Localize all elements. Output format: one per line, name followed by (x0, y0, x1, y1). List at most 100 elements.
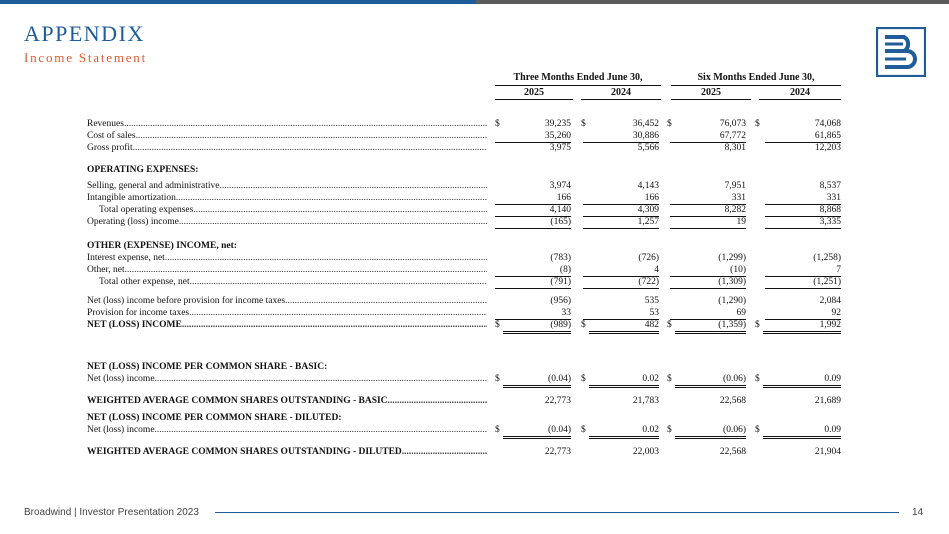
cell-value: 3,974 (549, 181, 571, 191)
row-label: Net (loss) income before provision for i… (87, 295, 487, 307)
row-label-text: Provision for income taxes (87, 308, 190, 318)
table-row: Provision for income taxes..............… (87, 307, 847, 320)
cell-value: 3,335 (765, 216, 841, 229)
cell-value: 0.09 (763, 373, 841, 388)
row-label: Total other expense, net................… (87, 276, 487, 288)
row-label: Provision for income taxes..............… (87, 307, 487, 319)
table-row: Net (loss) income.......................… (87, 424, 847, 439)
cell-value: (10) (670, 264, 746, 277)
top-accent-bar-blue (0, 0, 476, 4)
row-label: Operating (loss) income.................… (87, 216, 487, 228)
cell-value: 92 (765, 307, 841, 320)
cell-value: 331 (670, 192, 746, 205)
cell-value: 35,260 (495, 130, 571, 143)
cell-value: (0.06) (675, 373, 746, 388)
dollar-sign: $ (667, 119, 672, 129)
cell-value: (1,290) (718, 296, 746, 306)
cell-value: 0.02 (589, 373, 659, 388)
cell-value: 3,975 (549, 143, 571, 153)
year-header: 2025 (671, 87, 751, 100)
period-header-three-months: Three Months Ended June 30, (495, 72, 661, 86)
dollar-sign: $ (755, 374, 760, 384)
cell-value: 331 (765, 192, 841, 205)
cell-value: 22,568 (719, 396, 746, 406)
cell-value: 535 (644, 296, 659, 306)
table-row: Total other expense, net................… (87, 276, 847, 289)
cell-value: (0.04) (503, 424, 571, 439)
cell-value: 22,003 (632, 447, 659, 457)
cell-value: 30,886 (583, 130, 659, 143)
cell-value: (1,299) (718, 253, 746, 263)
dollar-sign: $ (581, 425, 586, 435)
leader-dots: ........................................… (132, 143, 487, 153)
cell-value: (1,359) (675, 319, 746, 334)
cell-value: 74,068 (814, 119, 841, 129)
dollar-sign: $ (581, 119, 586, 129)
row-label-text: Net (loss) income before provision for i… (87, 296, 286, 306)
dollar-sign: $ (581, 374, 586, 384)
row-label-text: Total other expense, net (99, 277, 190, 287)
year-header: 2024 (581, 87, 661, 100)
leader-dots: ........................................… (135, 131, 487, 141)
leader-dots: ........................................… (181, 320, 487, 330)
table-row: NET (LOSS) INCOME.......................… (87, 319, 847, 334)
leader-dots: ........................................… (387, 396, 487, 406)
cell-value: 166 (583, 192, 659, 205)
year-header: 2025 (495, 87, 573, 100)
cell-value: 39,235 (544, 119, 571, 129)
cell-value: 4 (583, 264, 659, 277)
cell-value: (726) (638, 253, 659, 263)
leader-dots: ........................................… (123, 119, 487, 129)
cell-value: (722) (583, 276, 659, 289)
cell-value: 1,257 (583, 216, 659, 229)
cell-value: 22,568 (719, 447, 746, 457)
row-label-text: Other, net (87, 265, 125, 275)
dollar-sign: $ (495, 425, 500, 435)
section-heading: OPERATING EXPENSES: (87, 164, 847, 176)
leader-dots: ........................................… (285, 296, 487, 306)
row-label-text: Interest expense, net (87, 253, 165, 263)
table-row: WEIGHTED AVERAGE COMMON SHARES OUTSTANDI… (87, 446, 847, 458)
cell-value: 7,951 (724, 181, 746, 191)
page-number: 14 (912, 507, 924, 518)
cell-value: 22,773 (544, 447, 571, 457)
cell-value: 61,865 (765, 130, 841, 143)
cell-value: 53 (583, 307, 659, 320)
table-row: Gross profit............................… (87, 142, 847, 154)
cell-value: 67,772 (670, 130, 746, 143)
row-label: Total operating expenses................… (87, 204, 487, 216)
row-label: WEIGHTED AVERAGE COMMON SHARES OUTSTANDI… (87, 446, 487, 458)
leader-dots: ........................................… (154, 374, 487, 384)
row-label-text: Revenues (87, 119, 124, 129)
section-heading: OTHER (EXPENSE) INCOME, net: (87, 240, 847, 252)
section-label: OTHER (EXPENSE) INCOME, net: (87, 241, 237, 251)
dollar-sign: $ (667, 374, 672, 384)
table-row: Total operating expenses................… (87, 204, 847, 217)
row-label: NET (LOSS) INCOME.......................… (87, 319, 487, 331)
cell-value: 0.02 (589, 424, 659, 439)
dollar-sign: $ (667, 320, 672, 330)
cell-value: (956) (550, 296, 571, 306)
broadwind-logo-icon (876, 27, 926, 77)
cell-value: 33 (495, 307, 571, 320)
table-row: Operating (loss) income.................… (87, 216, 847, 229)
row-label-text: Net (loss) income (87, 425, 155, 435)
cell-value: 19 (670, 216, 746, 229)
footer-text: Broadwind | Investor Presentation 2023 (24, 507, 199, 518)
cell-value: (8) (495, 264, 571, 277)
cell-value: (791) (495, 276, 571, 289)
row-label: Net (loss) income.......................… (87, 424, 487, 436)
cell-value: 8,868 (765, 204, 841, 217)
cell-value: (0.04) (503, 373, 571, 388)
page-title: APPENDIX (24, 21, 145, 46)
cell-value: 8,537 (819, 181, 841, 191)
row-label-text: Selling, general and administrative (87, 181, 220, 191)
cell-value: 4,309 (583, 204, 659, 217)
cell-value: 166 (495, 192, 571, 205)
section-label: NET (LOSS) INCOME PER COMMON SHARE - BAS… (87, 362, 328, 372)
cell-value: 21,904 (814, 447, 841, 457)
cell-value: 76,073 (719, 119, 746, 129)
page-subtitle: Income Statement (24, 50, 148, 65)
section-heading: NET (LOSS) INCOME PER COMMON SHARE - DIL… (87, 412, 847, 424)
cell-value: 21,783 (632, 396, 659, 406)
